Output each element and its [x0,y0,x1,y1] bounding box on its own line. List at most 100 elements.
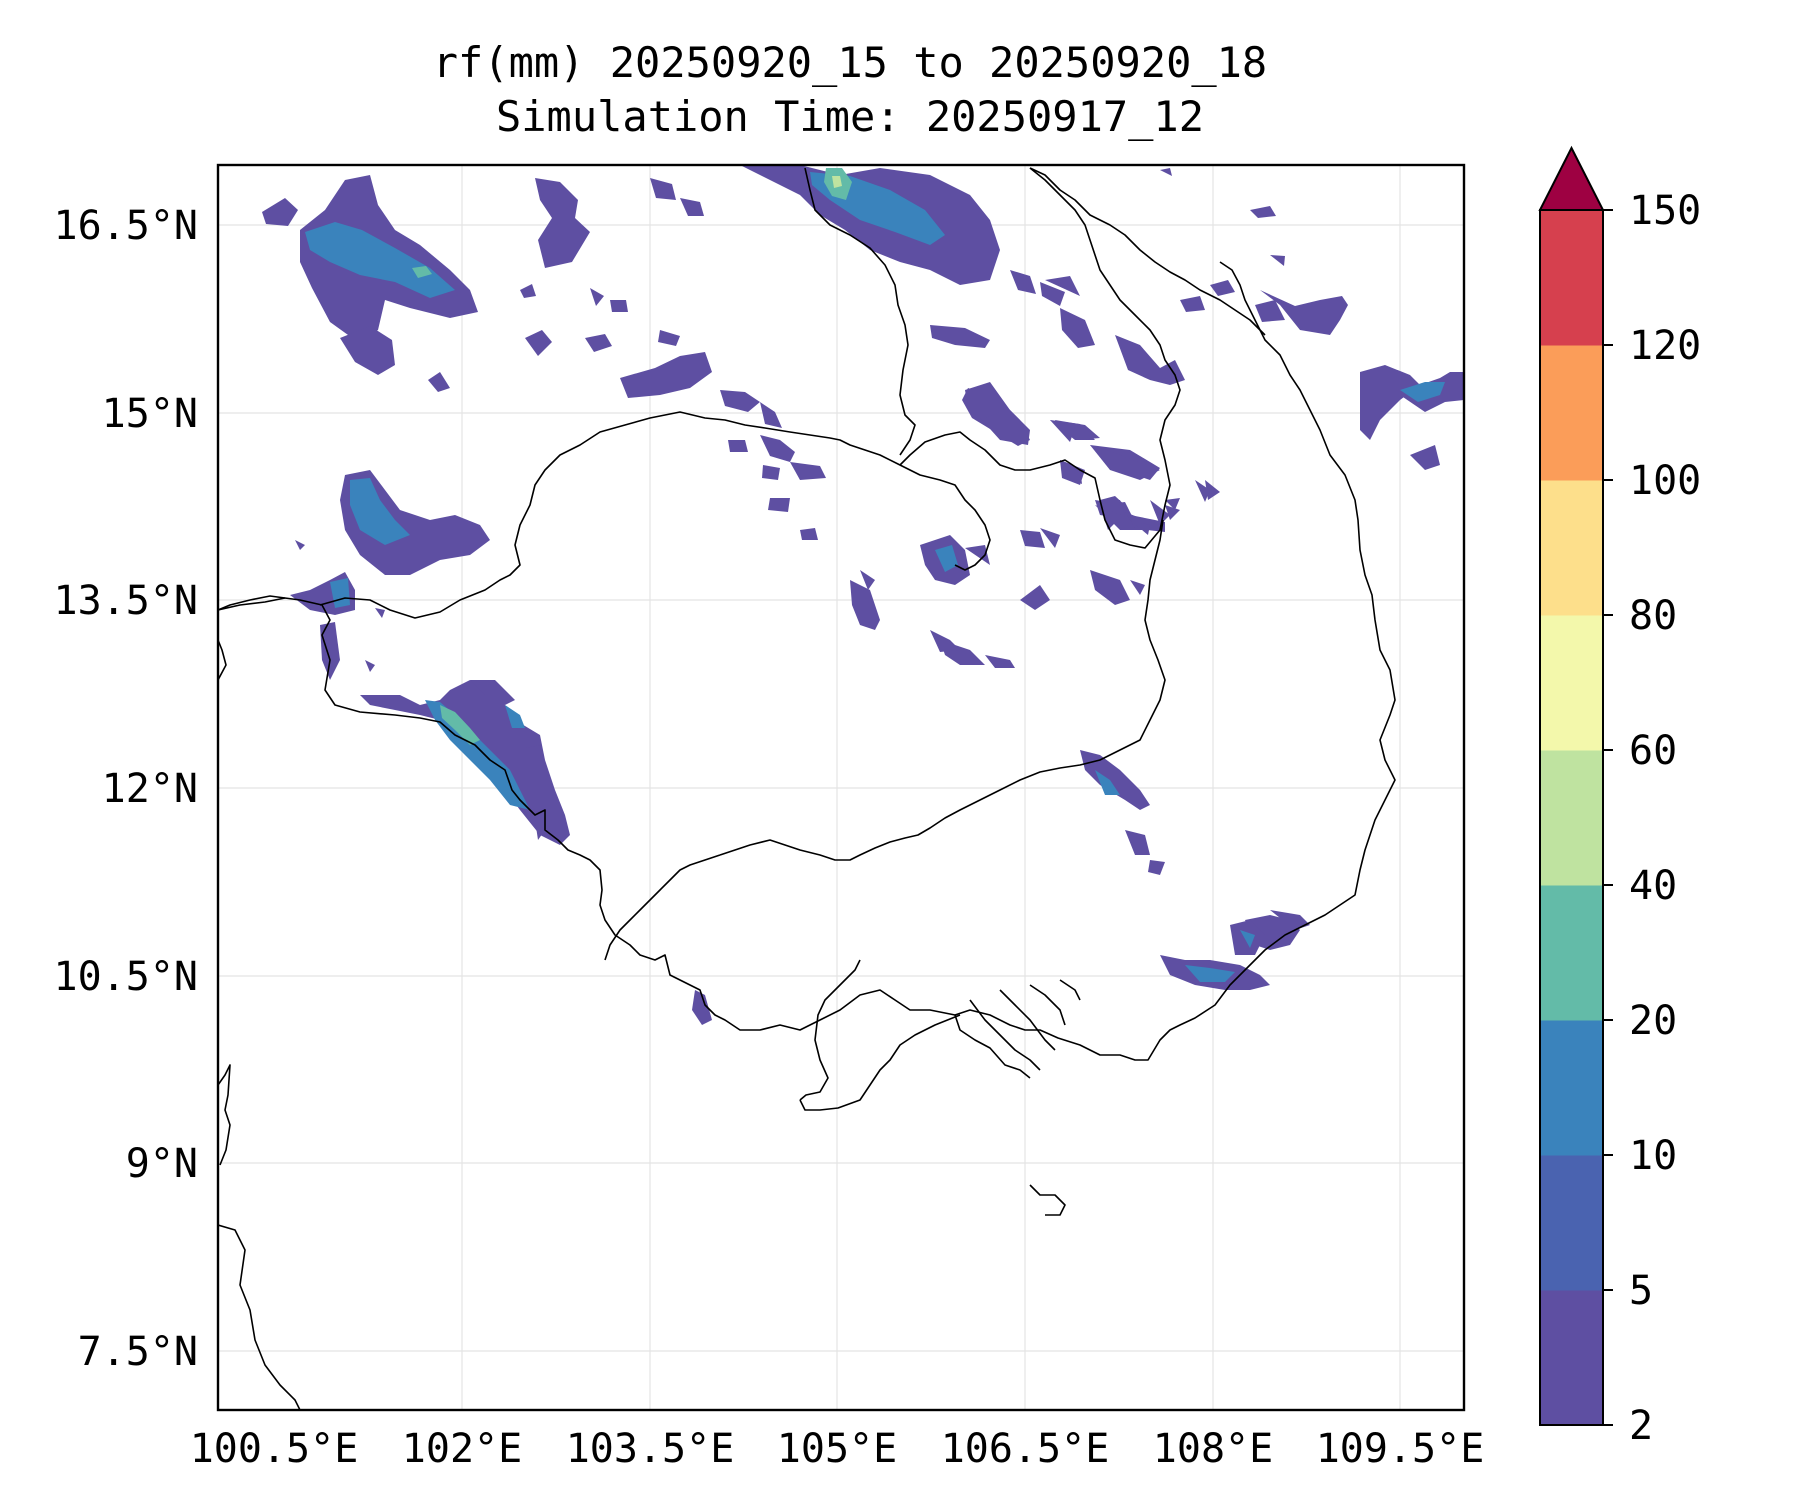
rain-area [1255,300,1285,322]
rain-area [350,478,410,545]
rain-area [1400,382,1445,402]
rain-area [930,630,960,652]
border [319,411,991,619]
coastline [999,989,1056,1051]
rain-area [1040,528,1060,548]
rain-area [505,705,525,728]
rain-area [620,352,712,398]
rain-area [1090,445,1160,480]
rain-area [680,198,704,216]
rain-area [1020,585,1050,610]
colorbar-segment [1540,345,1603,481]
lon-tick-label: 102°E [402,1426,522,1472]
rain-area [535,820,545,840]
rain-area [1050,420,1075,442]
colorbar-tick-label: 100 [1629,458,1701,504]
rain-area [1260,290,1348,335]
rain-area [965,390,1000,418]
map-frame [216,163,1466,1412]
rain-area [728,440,748,452]
rain-area [1080,750,1150,810]
rain-area [340,326,395,375]
rain-area [1270,910,1310,930]
rain-area [1160,168,1172,176]
rain-area [650,178,676,200]
lon-tick-label: 100.5°E [190,1426,359,1472]
title-line-1: rf(mm) 20250920_15 to 20250920_18 [432,38,1268,87]
border [719,519,1166,861]
colorbar-segment [1540,885,1603,1021]
colorbar-segment [1540,480,1603,616]
rain-area [1125,830,1150,855]
rain-area [1060,308,1095,348]
rain-area [832,176,842,188]
rain-area [692,990,712,1025]
lat-tick-label: 9°N [126,1141,198,1187]
rain-area [720,390,760,412]
rain-area [935,545,958,572]
rain-area [520,284,536,298]
rain-area [585,334,612,352]
rain-area [1165,498,1180,510]
lat-tick-label: 13.5°N [54,578,199,624]
rain-area [762,465,780,480]
colorbar-tick-label: 120 [1629,323,1701,369]
rain-area [1360,365,1420,440]
rain-area [800,528,818,540]
rain-area [1185,965,1235,982]
rain-area [760,402,782,428]
rain-area [985,655,1015,668]
border [218,595,286,611]
rain-area [365,660,375,672]
lat-tick-label: 16.5°N [54,203,199,249]
colorbar-tick-label: 80 [1629,593,1677,639]
border [899,167,1181,549]
rain-area [1148,860,1165,875]
rain-area [768,498,790,512]
lat-tick-label: 10.5°N [54,954,199,1000]
border [604,854,721,961]
border [804,167,916,456]
rain-area [1010,270,1036,294]
colorbar-segment [1540,750,1603,886]
rain-area [1060,460,1085,485]
rain-area [850,580,880,630]
rain-area [1210,280,1235,296]
colorbar-segment [1540,1290,1603,1426]
colorbar-segment [1540,210,1603,346]
rain-area [790,462,826,480]
rain-area [470,680,515,705]
rain-area [412,266,432,278]
rain-area [1115,335,1185,385]
coastline [218,639,227,681]
rain-area [428,372,450,392]
rain-area [1250,206,1276,218]
lat-tick-label: 15°N [102,391,198,437]
lat-tick-label: 7.5°N [78,1329,198,1375]
rain-area [1095,770,1120,795]
latitude-tick-labels: 16.5°N 15°N 13.5°N 12°N 10.5°N 9°N 7.5°N [54,203,199,1375]
colorbar-extend-arrow [1538,145,1605,211]
colorbar: 2 5 10 20 40 60 80 100 120 150 [1538,145,1701,1449]
rain-area [1105,500,1125,515]
rain-area [965,545,990,565]
coastline [954,1014,1031,1079]
rain-area [1130,520,1150,535]
rain-area [1410,445,1440,470]
colorbar-segment [1540,615,1603,751]
colorbar-tick-label: 5 [1629,1268,1653,1314]
colorbar-tick-label: 10 [1629,1133,1677,1179]
colorbar-outline [1539,209,1604,1426]
rain-area [535,178,590,268]
rain-area [295,540,305,550]
rain-area [1270,255,1285,266]
colorbar-tick-label: 40 [1629,863,1677,909]
rain-area [320,622,340,680]
lon-tick-label: 108°E [1153,1426,1273,1472]
rain-area [1240,930,1255,948]
coastline [1029,984,1066,1026]
rain-area [740,165,1000,285]
rain-area [1090,570,1130,605]
rain-area [510,728,540,748]
rain-area [375,608,385,618]
